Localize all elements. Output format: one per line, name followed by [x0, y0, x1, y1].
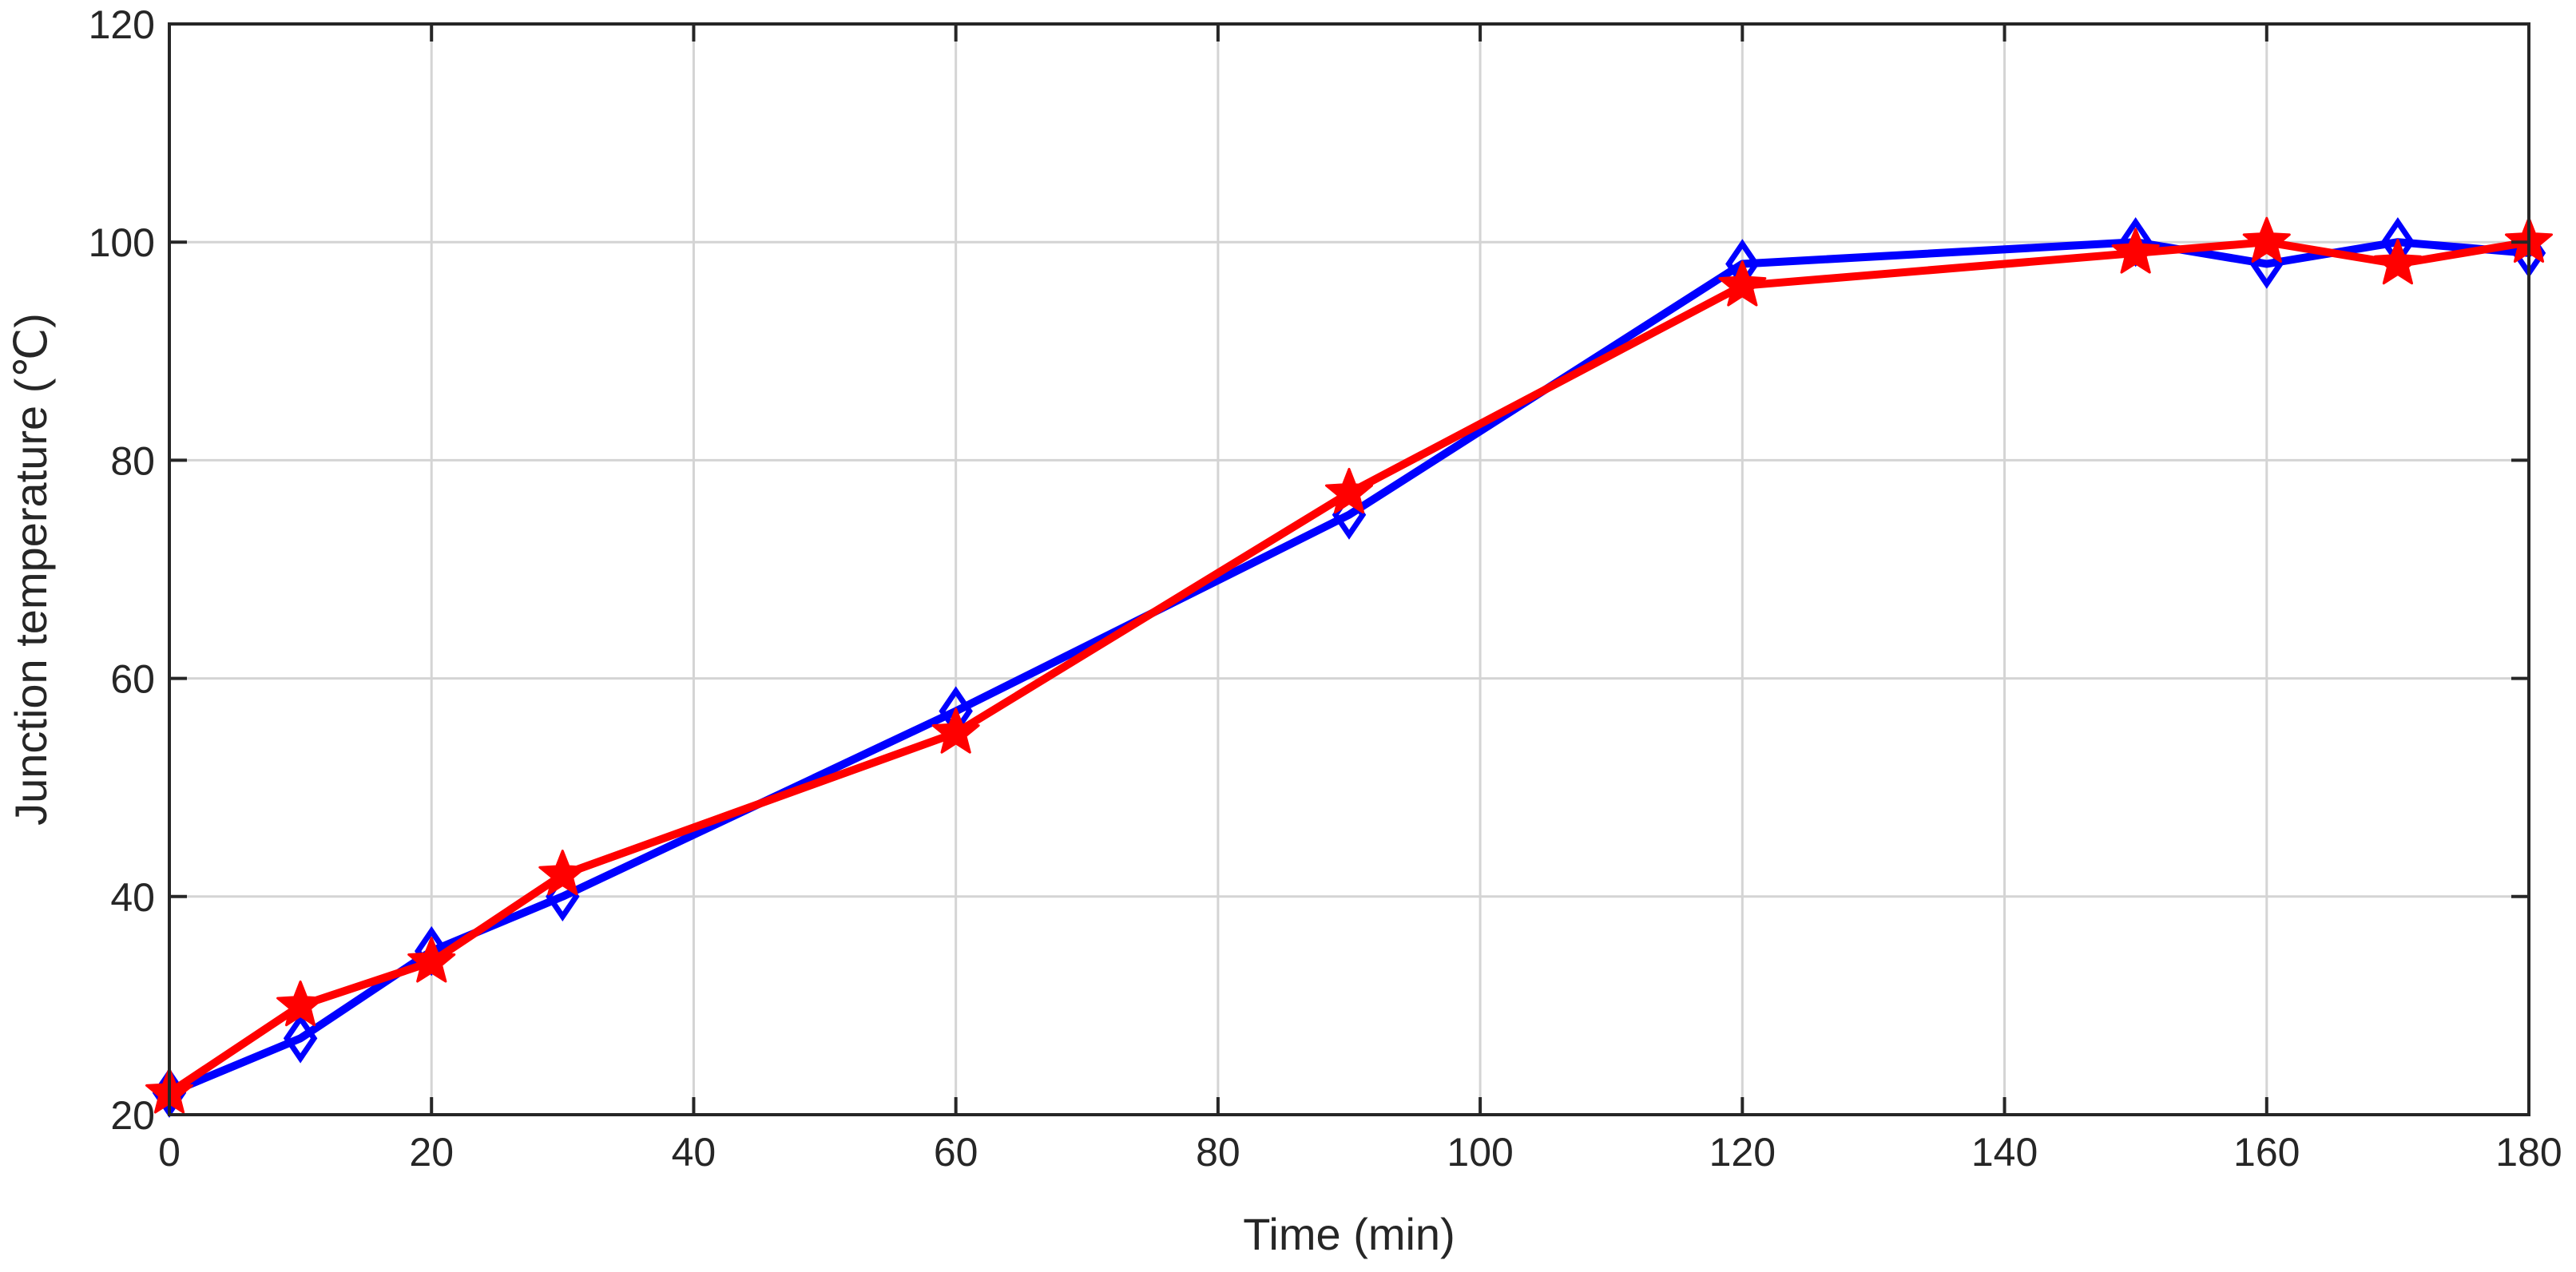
y-tick-label: 80	[110, 438, 155, 483]
y-tick-label: 40	[110, 875, 155, 920]
data-point	[931, 707, 980, 754]
y-tick-label: 100	[89, 220, 155, 265]
data-point	[2111, 228, 2160, 274]
data-point	[407, 937, 456, 983]
x-tick-label: 120	[1709, 1130, 1776, 1175]
x-tick-label: 80	[1196, 1130, 1240, 1175]
x-tick-label: 40	[672, 1130, 716, 1175]
data-point	[2242, 216, 2291, 263]
plot-frame	[168, 22, 2530, 1116]
series-2	[145, 216, 2553, 1114]
series-1	[152, 216, 2546, 1118]
x-tick-label: 20	[409, 1130, 454, 1175]
data-point	[276, 980, 325, 1027]
y-tick-label: 120	[89, 2, 155, 47]
data-point	[283, 1013, 318, 1064]
series-layer	[145, 216, 2553, 1118]
data-point	[2373, 239, 2422, 285]
data-point	[538, 850, 587, 896]
x-tick-label: 160	[2233, 1130, 2300, 1175]
x-tick-label: 60	[934, 1130, 978, 1175]
data-point	[1718, 260, 1767, 307]
x-tick-label: 0	[158, 1130, 181, 1175]
series-line	[165, 238, 2533, 1097]
x-axis-title: Time (min)	[1243, 1209, 1455, 1259]
y-tick-label: 20	[110, 1093, 155, 1138]
series-line	[165, 238, 2533, 1097]
y-tick-label: 60	[110, 657, 155, 702]
x-tick-label: 180	[2495, 1130, 2562, 1175]
x-tick-label: 140	[1971, 1130, 2038, 1175]
data-point	[1325, 467, 1373, 514]
grid-layer	[169, 24, 2529, 1115]
y-axis-title: Junction temperature (℃)	[6, 313, 56, 826]
x-tick-label: 100	[1447, 1130, 1513, 1175]
